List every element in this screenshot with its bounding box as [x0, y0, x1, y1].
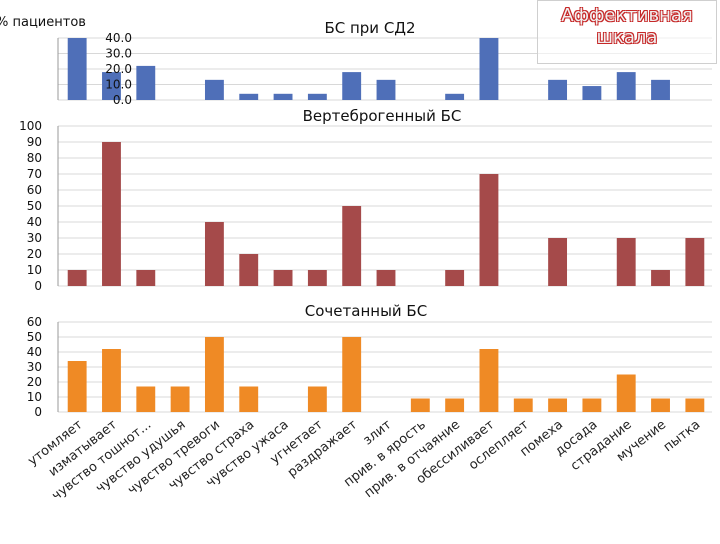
bar-1-15	[548, 79, 568, 100]
bar-3-5	[204, 337, 224, 412]
bar-1-16	[582, 86, 602, 100]
y-tick-label: 40.0	[105, 31, 132, 45]
category-label: пытка	[661, 417, 703, 455]
bar-3-3	[136, 386, 156, 412]
bar-3-11	[410, 398, 430, 412]
y-tick-label: 20.0	[105, 62, 132, 76]
bar-2-8	[307, 270, 327, 286]
bar-3-18	[651, 398, 670, 412]
bar-1-10	[376, 79, 396, 100]
bar-2-18	[651, 270, 670, 286]
y-tick-label: 60	[27, 315, 42, 329]
y-tick-label: 80	[27, 151, 42, 165]
y-tick-label: 70	[27, 167, 42, 181]
bar-3-16	[582, 398, 602, 412]
bar-3-12	[445, 398, 465, 412]
bar-3-14	[513, 398, 533, 412]
bar-1-18	[651, 79, 670, 100]
bar-2-2	[102, 142, 121, 286]
bar-1-1	[67, 38, 87, 100]
y-tick-label: 30	[27, 231, 42, 245]
bar-1-3	[136, 65, 156, 100]
y-tick-label: 50	[27, 330, 42, 344]
bar-1-12	[445, 93, 465, 100]
bar-2-17	[616, 238, 636, 286]
y-tick-label: 0	[34, 405, 42, 419]
bar-1-2	[102, 72, 121, 100]
y-axis-label: % пациентов	[0, 15, 86, 30]
bar-1-9	[342, 72, 362, 100]
bar-3-8	[307, 386, 327, 412]
bar-2-15	[548, 238, 568, 286]
bar-1-7	[273, 93, 293, 100]
y-tick-label: 40	[27, 345, 42, 359]
bar-2-3	[136, 270, 156, 286]
y-tick-label: 0	[34, 279, 42, 293]
bar-3-4	[170, 386, 190, 412]
y-tick-label: 20	[27, 247, 42, 261]
bar-2-12	[445, 270, 465, 286]
bar-2-13	[479, 174, 499, 286]
panel-title: Вертеброгенный БС	[303, 107, 462, 125]
y-tick-label: 10	[27, 390, 42, 404]
bar-1-17	[616, 72, 636, 100]
bar-2-1	[67, 270, 87, 286]
badge-line-1: Аффективная	[561, 5, 693, 26]
y-tick-label: 100	[19, 119, 42, 133]
bar-3-1	[67, 361, 87, 412]
bar-3-6	[239, 386, 259, 412]
y-tick-label: 30	[27, 360, 42, 374]
badge-line-2: шкала	[596, 27, 658, 48]
bar-3-15	[548, 398, 568, 412]
panel-title: БС при СД2	[324, 19, 415, 37]
y-tick-label: 0.0	[113, 93, 132, 107]
y-tick-label: 30.0	[105, 47, 132, 61]
bar-3-2	[102, 349, 121, 412]
bar-3-9	[342, 337, 362, 412]
y-tick-label: 60	[27, 183, 42, 197]
bar-2-7	[273, 270, 293, 286]
bar-3-19	[685, 398, 705, 412]
y-tick-label: 50	[27, 199, 42, 213]
bar-2-10	[376, 270, 396, 286]
y-tick-label: 10.0	[105, 78, 132, 92]
y-tick-label: 10	[27, 263, 42, 277]
y-tick-label: 40	[27, 215, 42, 229]
affective-scale-badge: Аффективная шкала	[537, 0, 717, 64]
bar-2-19	[685, 238, 705, 286]
panel-title: Сочетанный БС	[305, 302, 427, 320]
bar-2-9	[342, 206, 362, 286]
bar-1-8	[307, 93, 327, 100]
y-tick-label: 20	[27, 375, 42, 389]
bar-1-5	[204, 79, 224, 100]
bar-3-17	[616, 374, 636, 412]
bar-3-13	[479, 349, 499, 412]
bar-1-13	[479, 38, 499, 100]
bar-2-6	[239, 254, 259, 286]
y-tick-label: 90	[27, 135, 42, 149]
bar-1-6	[239, 93, 259, 100]
bar-2-5	[204, 222, 224, 286]
